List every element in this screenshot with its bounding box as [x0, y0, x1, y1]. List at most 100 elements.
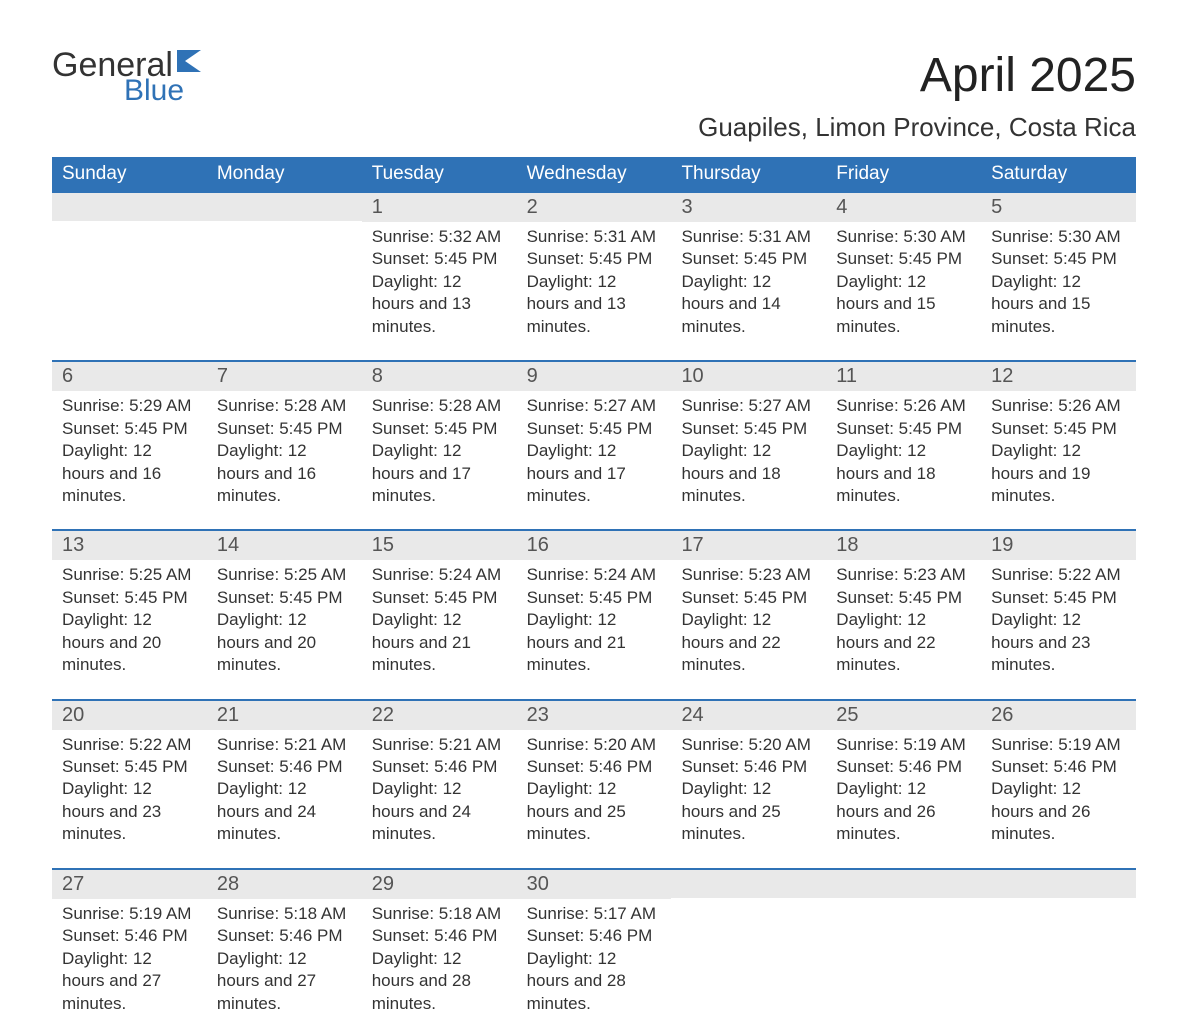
day-cell: 21Sunrise: 5:21 AMSunset: 5:46 PMDayligh…	[207, 701, 362, 846]
sunset-text: Sunset: 5:45 PM	[836, 248, 971, 270]
week-row: 27Sunrise: 5:19 AMSunset: 5:46 PMDayligh…	[52, 868, 1136, 1015]
day-cell: 19Sunrise: 5:22 AMSunset: 5:45 PMDayligh…	[981, 531, 1136, 676]
day-cell: 9Sunrise: 5:27 AMSunset: 5:45 PMDaylight…	[517, 362, 672, 507]
sunrise-text: Sunrise: 5:31 AM	[527, 226, 662, 248]
daylight-text: Daylight: 12 hours and 16 minutes.	[217, 440, 352, 507]
daylight-text: Daylight: 12 hours and 19 minutes.	[991, 440, 1126, 507]
day-body: Sunrise: 5:24 AMSunset: 5:45 PMDaylight:…	[517, 560, 672, 676]
day-body: Sunrise: 5:29 AMSunset: 5:45 PMDaylight:…	[52, 391, 207, 507]
day-cell: 24Sunrise: 5:20 AMSunset: 5:46 PMDayligh…	[671, 701, 826, 846]
week-row: 13Sunrise: 5:25 AMSunset: 5:45 PMDayligh…	[52, 529, 1136, 676]
sunset-text: Sunset: 5:45 PM	[372, 248, 507, 270]
day-cell: 8Sunrise: 5:28 AMSunset: 5:45 PMDaylight…	[362, 362, 517, 507]
sunset-text: Sunset: 5:45 PM	[62, 418, 197, 440]
sunrise-text: Sunrise: 5:26 AM	[836, 395, 971, 417]
day-number: 9	[517, 362, 672, 391]
sunset-text: Sunset: 5:45 PM	[681, 248, 816, 270]
day-body: Sunrise: 5:23 AMSunset: 5:45 PMDaylight:…	[671, 560, 826, 676]
day-body: Sunrise: 5:30 AMSunset: 5:45 PMDaylight:…	[981, 222, 1136, 338]
day-cell	[826, 870, 981, 1015]
sunrise-text: Sunrise: 5:25 AM	[217, 564, 352, 586]
day-cell: 25Sunrise: 5:19 AMSunset: 5:46 PMDayligh…	[826, 701, 981, 846]
sunrise-text: Sunrise: 5:20 AM	[681, 734, 816, 756]
sunset-text: Sunset: 5:45 PM	[372, 418, 507, 440]
daylight-text: Daylight: 12 hours and 17 minutes.	[372, 440, 507, 507]
day-cell: 17Sunrise: 5:23 AMSunset: 5:45 PMDayligh…	[671, 531, 826, 676]
day-cell: 6Sunrise: 5:29 AMSunset: 5:45 PMDaylight…	[52, 362, 207, 507]
day-body: Sunrise: 5:19 AMSunset: 5:46 PMDaylight:…	[52, 899, 207, 1015]
day-cell: 23Sunrise: 5:20 AMSunset: 5:46 PMDayligh…	[517, 701, 672, 846]
daylight-text: Daylight: 12 hours and 27 minutes.	[62, 948, 197, 1015]
sunset-text: Sunset: 5:45 PM	[527, 248, 662, 270]
day-number: 16	[517, 531, 672, 560]
daylight-text: Daylight: 12 hours and 18 minutes.	[836, 440, 971, 507]
day-cell	[981, 870, 1136, 1015]
day-header-cell: Monday	[207, 157, 362, 193]
day-number: 17	[671, 531, 826, 560]
sunrise-text: Sunrise: 5:23 AM	[681, 564, 816, 586]
daylight-text: Daylight: 12 hours and 20 minutes.	[217, 609, 352, 676]
day-body	[671, 898, 826, 902]
day-body: Sunrise: 5:30 AMSunset: 5:45 PMDaylight:…	[826, 222, 981, 338]
sunset-text: Sunset: 5:46 PM	[527, 756, 662, 778]
day-cell: 4Sunrise: 5:30 AMSunset: 5:45 PMDaylight…	[826, 193, 981, 338]
sunset-text: Sunset: 5:46 PM	[527, 925, 662, 947]
day-body: Sunrise: 5:20 AMSunset: 5:46 PMDaylight:…	[517, 730, 672, 846]
daylight-text: Daylight: 12 hours and 21 minutes.	[372, 609, 507, 676]
daylight-text: Daylight: 12 hours and 17 minutes.	[527, 440, 662, 507]
day-cell: 18Sunrise: 5:23 AMSunset: 5:45 PMDayligh…	[826, 531, 981, 676]
day-cell: 16Sunrise: 5:24 AMSunset: 5:45 PMDayligh…	[517, 531, 672, 676]
day-body: Sunrise: 5:20 AMSunset: 5:46 PMDaylight:…	[671, 730, 826, 846]
daylight-text: Daylight: 12 hours and 14 minutes.	[681, 271, 816, 338]
day-number: 13	[52, 531, 207, 560]
sunrise-text: Sunrise: 5:30 AM	[836, 226, 971, 248]
daylight-text: Daylight: 12 hours and 16 minutes.	[62, 440, 197, 507]
day-number: 21	[207, 701, 362, 730]
day-number: 6	[52, 362, 207, 391]
daylight-text: Daylight: 12 hours and 23 minutes.	[62, 778, 197, 845]
sunset-text: Sunset: 5:45 PM	[527, 418, 662, 440]
day-cell	[671, 870, 826, 1015]
sunrise-text: Sunrise: 5:28 AM	[217, 395, 352, 417]
sunset-text: Sunset: 5:45 PM	[372, 587, 507, 609]
sunrise-text: Sunrise: 5:31 AM	[681, 226, 816, 248]
day-header-cell: Sunday	[52, 157, 207, 193]
flag-icon	[177, 50, 207, 76]
day-number	[981, 870, 1136, 898]
day-body	[207, 221, 362, 225]
day-cell: 13Sunrise: 5:25 AMSunset: 5:45 PMDayligh…	[52, 531, 207, 676]
day-cell: 22Sunrise: 5:21 AMSunset: 5:46 PMDayligh…	[362, 701, 517, 846]
sunset-text: Sunset: 5:46 PM	[681, 756, 816, 778]
sunrise-text: Sunrise: 5:22 AM	[991, 564, 1126, 586]
daylight-text: Daylight: 12 hours and 24 minutes.	[217, 778, 352, 845]
sunset-text: Sunset: 5:45 PM	[681, 587, 816, 609]
calendar-grid: SundayMondayTuesdayWednesdayThursdayFrid…	[52, 157, 1136, 1015]
sunrise-text: Sunrise: 5:20 AM	[527, 734, 662, 756]
sunrise-text: Sunrise: 5:25 AM	[62, 564, 197, 586]
sunrise-text: Sunrise: 5:19 AM	[62, 903, 197, 925]
day-body: Sunrise: 5:24 AMSunset: 5:45 PMDaylight:…	[362, 560, 517, 676]
sunset-text: Sunset: 5:46 PM	[62, 925, 197, 947]
sunrise-text: Sunrise: 5:21 AM	[217, 734, 352, 756]
day-number	[671, 870, 826, 898]
brand-word-2: Blue	[124, 76, 207, 106]
day-number: 26	[981, 701, 1136, 730]
day-number: 14	[207, 531, 362, 560]
sunset-text: Sunset: 5:45 PM	[991, 418, 1126, 440]
day-number: 19	[981, 531, 1136, 560]
day-cell: 7Sunrise: 5:28 AMSunset: 5:45 PMDaylight…	[207, 362, 362, 507]
daylight-text: Daylight: 12 hours and 15 minutes.	[836, 271, 971, 338]
sunset-text: Sunset: 5:45 PM	[991, 587, 1126, 609]
daylight-text: Daylight: 12 hours and 26 minutes.	[991, 778, 1126, 845]
brand-logo: General Blue	[52, 48, 207, 106]
day-number: 24	[671, 701, 826, 730]
daylight-text: Daylight: 12 hours and 13 minutes.	[372, 271, 507, 338]
day-body: Sunrise: 5:32 AMSunset: 5:45 PMDaylight:…	[362, 222, 517, 338]
day-number: 29	[362, 870, 517, 899]
sunrise-text: Sunrise: 5:29 AM	[62, 395, 197, 417]
sunset-text: Sunset: 5:46 PM	[836, 756, 971, 778]
daylight-text: Daylight: 12 hours and 28 minutes.	[372, 948, 507, 1015]
daylight-text: Daylight: 12 hours and 24 minutes.	[372, 778, 507, 845]
daylight-text: Daylight: 12 hours and 18 minutes.	[681, 440, 816, 507]
day-number: 27	[52, 870, 207, 899]
